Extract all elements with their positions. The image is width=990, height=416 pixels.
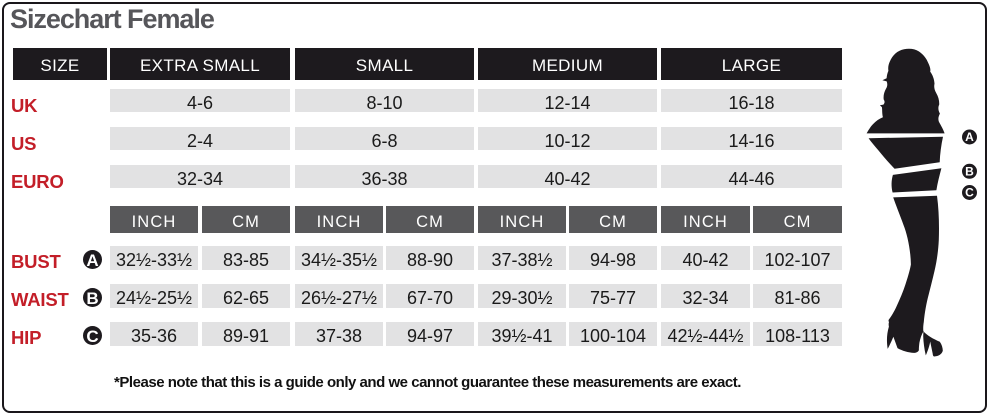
svg-text:B: B [965, 165, 974, 179]
svg-text:C: C [965, 186, 974, 200]
svg-text:A: A [965, 130, 974, 144]
